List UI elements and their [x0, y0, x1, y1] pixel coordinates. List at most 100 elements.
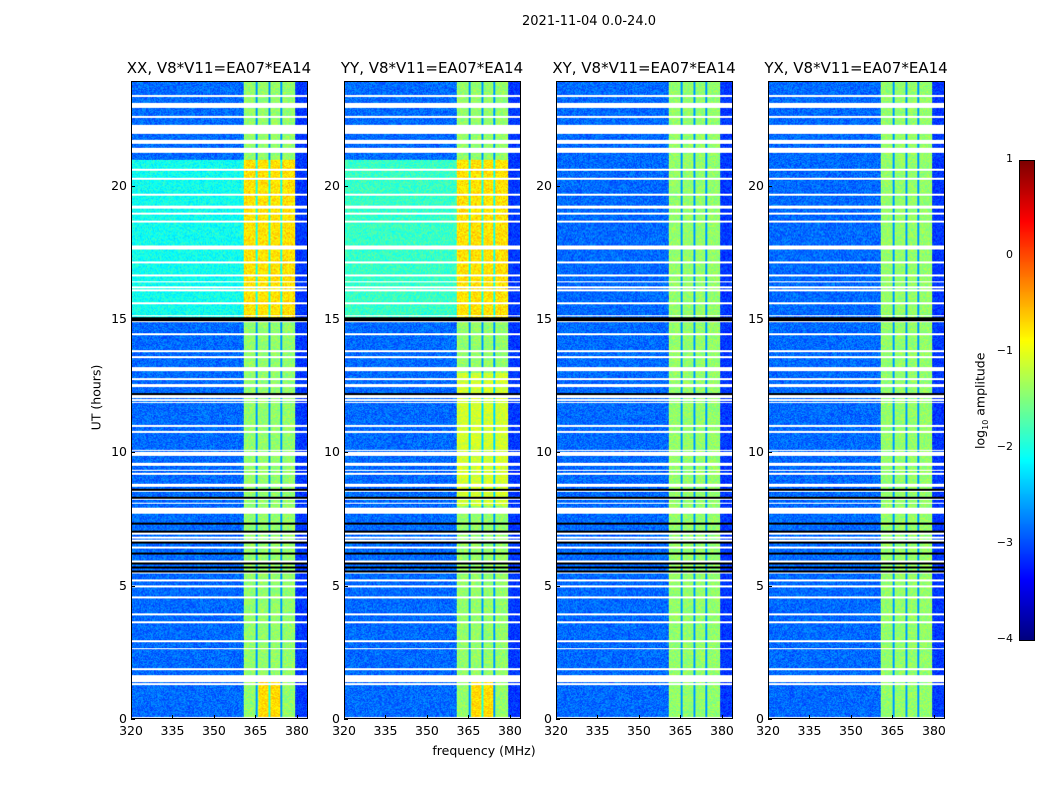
y-tick-mark [131, 185, 135, 187]
x-tick-mark [721, 715, 723, 719]
y-tick-label: 20 [536, 177, 552, 193]
y-tick-label: 0 [332, 711, 340, 726]
heatmap-panel [768, 81, 945, 719]
x-tick-label: 365 [456, 723, 481, 738]
y-tick-mark [768, 452, 772, 454]
x-tick-mark [426, 715, 428, 719]
colorbar-tick-label: 1 [1006, 152, 1013, 165]
heatmap-panel [344, 81, 521, 719]
y-tick-mark [131, 318, 135, 320]
x-tick-label: 380 [498, 723, 522, 738]
y-tick-mark [556, 318, 560, 320]
x-axis-label: frequency (MHz) [432, 743, 536, 758]
x-tick-mark [213, 715, 215, 719]
y-tick-mark [344, 585, 348, 587]
panel-title: YY, V8*V11=EA07*EA14 [340, 59, 524, 77]
x-tick-mark [344, 715, 345, 719]
x-tick-label: 335 [797, 723, 822, 738]
colorbar-tick-label: −1 [996, 344, 1013, 357]
y-tick-label: 5 [756, 577, 764, 593]
x-tick-label: 335 [585, 723, 610, 738]
y-tick-mark [556, 185, 560, 187]
panel-title: XX, V8*V11=EA07*EA14 [126, 59, 312, 77]
x-tick-mark [638, 715, 640, 719]
y-tick-label: 20 [748, 177, 764, 193]
y-tick-mark [344, 185, 348, 187]
x-tick-label: 350 [415, 723, 439, 738]
x-tick-label: 320 [332, 723, 356, 738]
x-tick-mark [172, 715, 174, 719]
x-tick-mark [385, 715, 387, 719]
y-tick-label: 20 [324, 177, 340, 193]
y-tick-mark [768, 318, 772, 320]
x-tick-mark [892, 715, 894, 719]
colorbar-tick-label: −4 [996, 632, 1013, 645]
x-tick-mark [680, 715, 682, 719]
x-tick-mark [933, 715, 935, 719]
colorbar [1019, 160, 1035, 641]
panel-title: XY, V8*V11=EA07*EA14 [552, 59, 736, 77]
x-tick-mark [597, 715, 599, 719]
colorbar-tick-label: −2 [996, 440, 1013, 453]
x-tick-label: 380 [285, 723, 309, 738]
x-tick-label: 380 [710, 723, 734, 738]
x-tick-label: 350 [627, 723, 651, 738]
x-tick-mark [255, 715, 257, 719]
y-tick-label: 15 [536, 310, 552, 326]
heatmap-panel [131, 81, 308, 719]
y-tick-label: 10 [536, 444, 552, 460]
heatmap-image [132, 82, 307, 718]
x-tick-label: 335 [373, 723, 398, 738]
y-tick-label: 5 [332, 577, 340, 593]
y-tick-mark [768, 585, 772, 587]
y-tick-mark [556, 719, 560, 720]
x-tick-label: 320 [756, 723, 780, 738]
x-tick-label: 335 [160, 723, 185, 738]
x-tick-label: 365 [880, 723, 905, 738]
x-tick-label: 365 [243, 723, 268, 738]
x-tick-mark [850, 715, 852, 719]
y-axis-label: UT (hours) [88, 364, 104, 431]
heatmap-panel [556, 81, 733, 719]
heatmap-image [769, 82, 944, 718]
y-tick-label: 15 [748, 310, 764, 326]
y-tick-label: 0 [119, 711, 127, 726]
colorbar-tick-label: −3 [996, 536, 1013, 549]
y-tick-label: 15 [111, 310, 127, 326]
x-tick-mark [768, 715, 769, 719]
y-tick-mark [131, 452, 135, 454]
heatmap-image [557, 82, 732, 718]
heatmap-image [345, 82, 520, 718]
y-tick-label: 0 [756, 711, 764, 726]
y-tick-label: 10 [748, 444, 764, 460]
y-tick-mark [344, 719, 348, 720]
x-tick-mark [556, 715, 557, 719]
y-tick-label: 15 [324, 310, 340, 326]
y-tick-label: 10 [324, 444, 340, 460]
y-tick-mark [556, 585, 560, 587]
y-tick-mark [768, 185, 772, 187]
panel-title: YX, V8*V11=EA07*EA14 [764, 59, 948, 77]
x-tick-label: 350 [202, 723, 226, 738]
y-tick-label: 20 [111, 177, 127, 193]
x-tick-label: 365 [668, 723, 693, 738]
x-tick-mark [468, 715, 470, 719]
y-tick-mark [556, 452, 560, 454]
x-tick-mark [509, 715, 511, 719]
y-tick-mark [131, 585, 135, 587]
x-tick-mark [131, 715, 132, 719]
x-tick-label: 350 [839, 723, 863, 738]
figure-title: 2021-11-04 0.0-24.0 [522, 14, 656, 29]
y-tick-mark [344, 452, 348, 454]
y-tick-mark [768, 719, 772, 720]
colorbar-tick-label: 0 [1006, 248, 1013, 261]
y-tick-label: 0 [544, 711, 552, 726]
y-tick-mark [344, 318, 348, 320]
x-tick-mark [809, 715, 811, 719]
x-tick-label: 320 [544, 723, 568, 738]
y-tick-mark [131, 719, 135, 720]
x-tick-label: 320 [119, 723, 143, 738]
x-tick-mark [296, 715, 298, 719]
y-tick-label: 10 [111, 444, 127, 460]
